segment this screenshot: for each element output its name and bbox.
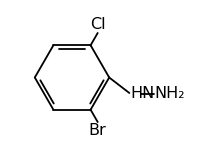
Text: Cl: Cl bbox=[90, 17, 105, 32]
Text: Br: Br bbox=[89, 123, 107, 138]
Text: NH₂: NH₂ bbox=[154, 86, 185, 101]
Text: HN: HN bbox=[130, 86, 154, 101]
